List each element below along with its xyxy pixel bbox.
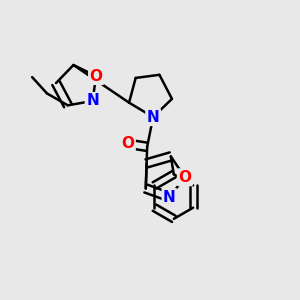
Text: O: O xyxy=(90,69,103,84)
Text: O: O xyxy=(178,170,191,185)
Text: N: N xyxy=(147,110,160,124)
Text: O: O xyxy=(121,136,134,151)
Text: N: N xyxy=(163,190,176,205)
Text: N: N xyxy=(86,94,99,109)
